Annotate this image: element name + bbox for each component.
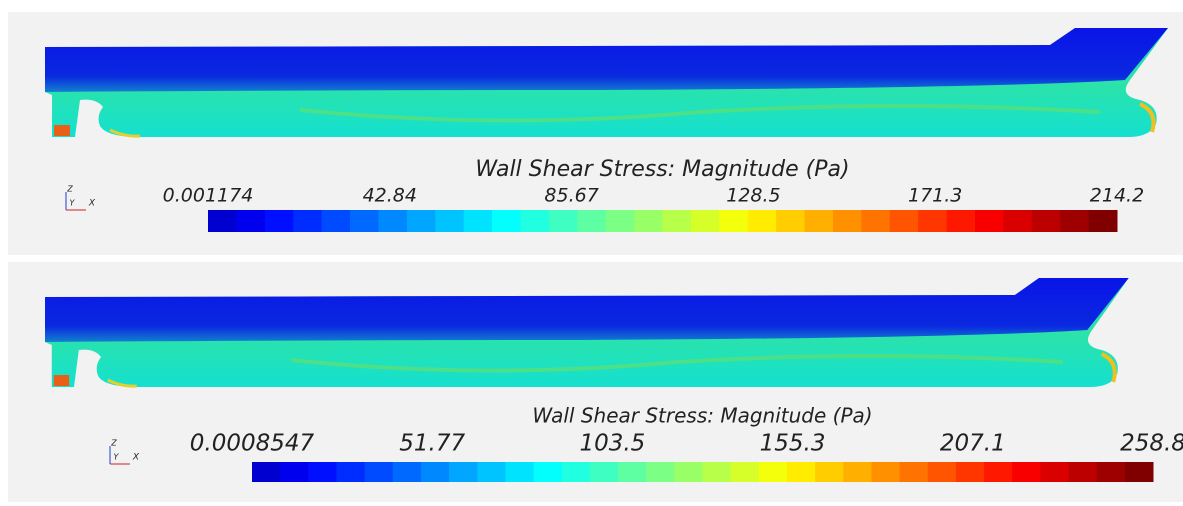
colorbar-segment (463, 210, 493, 232)
colorbar-segment (690, 210, 720, 232)
colorbar-segment (1088, 210, 1118, 232)
colorbar-segment (350, 210, 379, 232)
colorbar-segment (674, 462, 703, 482)
triad-label: X (88, 199, 96, 209)
colorbar-segment (1096, 462, 1126, 482)
colorbar-tick-label: 214.2 (1090, 185, 1144, 207)
colorbar-segment (634, 210, 663, 232)
colorbar-segment (577, 210, 607, 232)
colorbar-segment (548, 210, 578, 232)
colorbar-tick-label: 0.0008547 (190, 431, 315, 457)
colorbar-segment (758, 462, 788, 482)
colorbar-segment (786, 462, 816, 482)
colorbar-tick-label: 207.1 (940, 431, 1006, 457)
colorbar-segment (927, 462, 957, 482)
colorbar-segment (955, 462, 985, 482)
colorbar-segment (533, 462, 563, 482)
colorbar-segment (1124, 462, 1154, 482)
colorbar-segment (364, 462, 394, 482)
colorbar-segment (293, 210, 323, 232)
colorbar-segment (646, 462, 675, 482)
colorbar-segment (861, 210, 891, 232)
colorbar-tick-label: 171.3 (908, 185, 962, 207)
colorbar-segment (406, 210, 436, 232)
colorbar-tick-label: 42.84 (363, 185, 417, 207)
triad-label: Y (114, 453, 120, 462)
colorbar-tick-label: 128.5 (726, 185, 780, 207)
colorbar-segment (336, 462, 366, 482)
colorbar-segment (730, 462, 760, 482)
colorbar-segment (420, 462, 450, 482)
colorbar-segment (435, 210, 465, 232)
colorbar-tick-label: 103.5 (579, 431, 645, 457)
colorbar-segment (804, 210, 834, 232)
colorbar-segment (605, 210, 635, 232)
colorbar-segment (321, 210, 351, 232)
colorbar-segment (815, 462, 844, 482)
colorbar-segment (871, 462, 901, 482)
colorbar-segment (492, 210, 521, 232)
colorbar-tick-label: 51.77 (399, 431, 465, 457)
colorbar-segment (832, 210, 862, 232)
triad-label: Z (110, 439, 117, 448)
colorbar-segment (208, 210, 237, 232)
colorbar-segment (974, 210, 1004, 232)
colorbar-segment (1040, 462, 1070, 482)
colorbar-title: Wall Shear Stress: Magnitude (Pa) (532, 404, 872, 428)
colorbar-title: Wall Shear Stress: Magnitude (Pa) (475, 157, 849, 182)
colorbar-segment (946, 210, 976, 232)
colorbar-segment (747, 210, 777, 232)
colorbar-segment (1060, 210, 1090, 232)
colorbar-segment (280, 462, 309, 482)
colorbar-segment (477, 462, 506, 482)
colorbar-segment (843, 462, 872, 482)
colorbar-segment (984, 462, 1013, 482)
colorbar-segment (264, 210, 294, 232)
colorbar-segment (1068, 462, 1098, 482)
colorbar-segment (776, 210, 806, 232)
colorbar-segment (561, 462, 591, 482)
colorbar-tick-label: 0.001174 (163, 185, 254, 207)
triad-label: Y (70, 199, 76, 208)
colorbar-segment (702, 462, 732, 482)
colorbar-segment (392, 462, 422, 482)
colorbar-segment (889, 210, 919, 232)
colorbar-segment (618, 462, 647, 482)
triad-label: Z (66, 185, 73, 194)
colorbar-segment (252, 462, 281, 482)
colorbar-segment (918, 210, 948, 232)
colorbar-segment (1003, 210, 1033, 232)
colorbar-segment (662, 210, 692, 232)
colorbar-segment (1031, 210, 1061, 232)
triad-label: X (132, 453, 140, 463)
colorbar-segment (378, 210, 408, 232)
colorbar-segment (589, 462, 619, 482)
colorbar-segment (719, 210, 749, 232)
colorbar-segment (899, 462, 929, 482)
colorbar-segment (505, 462, 535, 482)
colorbar-tick-label: 85.67 (544, 185, 598, 207)
colorbar-segment (308, 462, 337, 482)
colorbar-tick-label: 258.8 (1120, 431, 1183, 457)
colorbar-segment (449, 462, 478, 482)
colorbar-segment (1012, 462, 1041, 482)
colorbar-segment (236, 210, 266, 232)
colorbar-segment (520, 210, 550, 232)
colorbar-tick-label: 155.3 (760, 431, 826, 457)
